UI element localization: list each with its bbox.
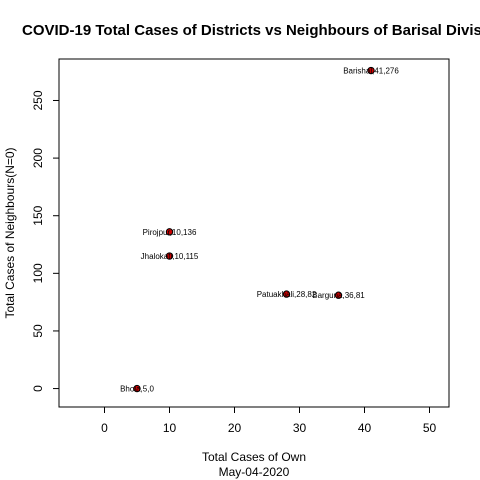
x-axis-title: Total Cases of Own	[202, 450, 306, 464]
y-axis-title: Total Cases of Neighbours(N=0)	[3, 147, 17, 318]
data-labels: Barishal,41,276 Pirojpur,10,136 Jhalokati,…	[120, 67, 399, 394]
data-label: Bhola,5,0	[120, 385, 154, 394]
data-point	[133, 384, 141, 393]
data-label: Jhalokati,10,115	[141, 252, 199, 261]
data-label: Barishal,41,276	[343, 67, 399, 76]
x-axis: 0 10 20 30 40 50	[101, 407, 436, 435]
y-tick-label: 250	[31, 90, 45, 110]
x-tick-label: 40	[358, 421, 372, 435]
data-label: Pirojpur,10,136	[143, 228, 197, 237]
data-label: Barguna,36,81	[312, 291, 365, 300]
data-point	[367, 66, 375, 75]
y-axis: 0 50 100 150 200 250	[31, 90, 59, 392]
x-tick-label: 10	[163, 421, 177, 435]
x-tick-label: 50	[423, 421, 437, 435]
data-point	[282, 290, 291, 298]
data-points	[133, 66, 375, 393]
chart-title: COVID-19 Total Cases of Districts vs Nei…	[22, 22, 480, 39]
data-point	[165, 252, 174, 260]
data-point	[334, 291, 343, 299]
y-tick-label: 0	[31, 385, 45, 392]
x-tick-label: 30	[293, 421, 307, 435]
plot-frame	[58, 58, 450, 408]
x-tick-label: 20	[228, 421, 242, 435]
y-tick-label: 50	[31, 324, 45, 338]
data-point	[165, 228, 174, 236]
x-tick-label: 0	[101, 421, 108, 435]
y-tick-label: 150	[31, 205, 45, 225]
data-label: Patuakhali,28,82	[257, 290, 317, 299]
y-tick-label: 200	[31, 148, 45, 168]
chart-subtitle: May-04-2020	[219, 465, 290, 479]
y-tick-label: 100	[31, 263, 45, 283]
